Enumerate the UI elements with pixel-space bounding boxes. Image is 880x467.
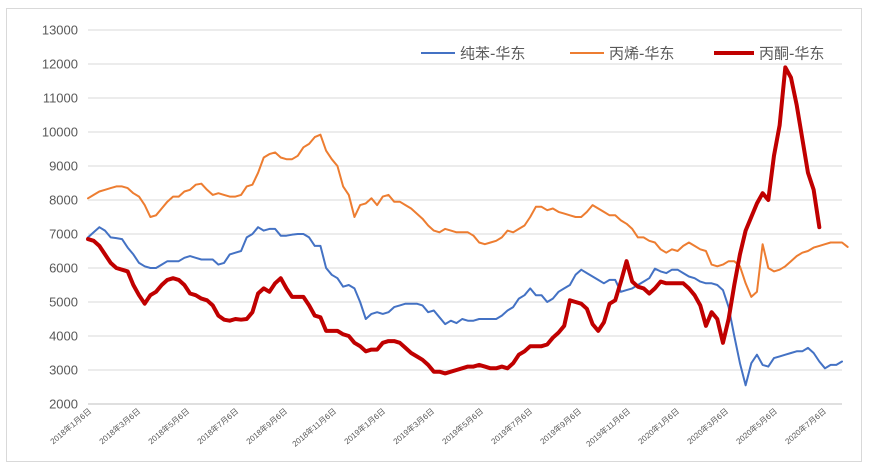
x-tick-label: 2019年3月6日 <box>391 406 436 446</box>
y-tick-label: 7000 <box>49 227 78 242</box>
y-tick-label: 11000 <box>43 91 78 106</box>
y-tick-label: 8000 <box>49 193 78 208</box>
x-tick-label: 2018年9月6日 <box>244 406 289 446</box>
y-tick-label: 6000 <box>49 261 78 276</box>
legend-label: 纯苯-华东 <box>460 45 525 63</box>
series-lines <box>86 65 849 387</box>
y-tick-label: 9000 <box>49 159 78 174</box>
y-tick-label: 13000 <box>42 23 78 38</box>
x-tick-label: 2019年5月6日 <box>440 406 485 446</box>
x-tick-label: 2018年7月6日 <box>195 406 240 446</box>
y-tick-label: 5000 <box>49 295 78 310</box>
y-tick-label: 4000 <box>49 329 78 344</box>
legend-label: 丙酮-华东 <box>759 45 824 63</box>
x-tick-label: 2019年1月6日 <box>342 406 387 446</box>
chart-frame <box>6 8 862 462</box>
x-tick-label: 2020年3月6日 <box>685 406 730 446</box>
y-tick-label: 3000 <box>49 363 78 378</box>
x-tick-label: 2020年1月6日 <box>636 406 681 446</box>
x-tick-label: 2020年5月6日 <box>734 406 779 446</box>
x-tick-label: 2019年7月6日 <box>489 406 534 446</box>
y-tick-label: 2000 <box>49 397 78 412</box>
x-tick-label: 2018年5月6日 <box>146 406 191 446</box>
legend: 纯苯-华东 丙烯-华东 丙酮-华东 <box>421 45 824 63</box>
series-line-3 <box>86 65 822 376</box>
series-line-1 <box>87 226 843 387</box>
y-axis-tick-labels: 2000 3000 4000 5000 6000 7000 8000 9000 10000 110… <box>42 23 78 412</box>
x-tick-label: 2018年1月6日 <box>48 406 93 446</box>
x-tick-label: 2020年7月6日 <box>783 406 828 446</box>
legend-label: 丙烯-华东 <box>609 45 674 63</box>
x-tick-label: 2019年11月6日 <box>584 406 632 449</box>
x-tick-label: 2019年9月6日 <box>538 406 583 446</box>
x-tick-label: 2018年3月6日 <box>97 406 142 446</box>
gridlines <box>88 29 842 405</box>
series-line-2 <box>87 133 849 298</box>
y-tick-label: 12000 <box>42 57 78 72</box>
y-tick-label: 10000 <box>42 125 78 140</box>
x-axis-tick-labels: 2018年1月6日 2018年3月6日 2018年5月6日 2018年7月6日 2018… <box>48 406 828 449</box>
x-tick-label: 2018年11月6日 <box>290 406 338 449</box>
